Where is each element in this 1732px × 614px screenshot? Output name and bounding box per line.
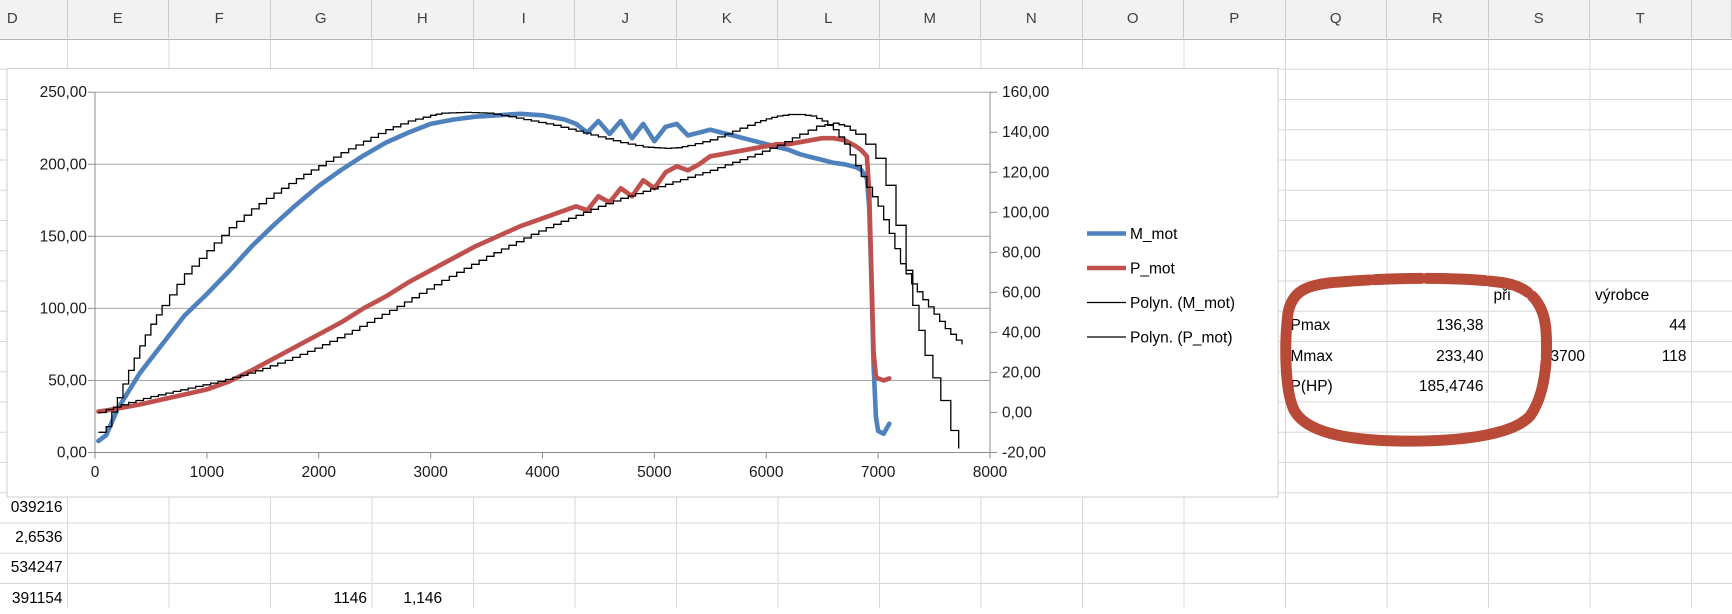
column-header-H[interactable]: H — [372, 0, 474, 38]
cell-D-r15[interactable]: 039216 — [0, 493, 68, 523]
column-header-partial-end[interactable] — [1692, 0, 1732, 38]
column-header-Q[interactable]: Q — [1286, 0, 1388, 38]
cell-Q-r9[interactable]: Pmax — [1286, 311, 1388, 341]
cell-Q-r10[interactable]: Mmax — [1286, 342, 1388, 372]
cell-T-r10[interactable]: 118 — [1590, 342, 1692, 372]
column-header-M[interactable]: M — [880, 0, 982, 38]
column-header-F[interactable]: F — [169, 0, 271, 38]
column-header-K[interactable]: K — [677, 0, 779, 38]
column-header-S[interactable]: S — [1489, 0, 1591, 38]
column-header-R[interactable]: R — [1387, 0, 1489, 38]
cell-T-r9[interactable]: 44 — [1590, 311, 1692, 341]
cell-H-r18[interactable]: 1,146 — [372, 584, 474, 614]
column-header-T[interactable]: T — [1590, 0, 1692, 38]
column-header-I[interactable]: I — [474, 0, 576, 38]
column-header-L[interactable]: L — [778, 0, 880, 38]
column-header-O[interactable]: O — [1083, 0, 1185, 38]
cell-R-r11[interactable]: 185,4746 — [1387, 372, 1489, 402]
column-header-J[interactable]: J — [575, 0, 677, 38]
column-header-G[interactable]: G — [271, 0, 373, 38]
cell-R-r9[interactable]: 136,38 — [1387, 311, 1489, 341]
column-header-N[interactable]: N — [981, 0, 1083, 38]
chart-object[interactable] — [7, 69, 1278, 498]
cell-S-r10[interactable]: 3700 — [1489, 342, 1591, 372]
cell-G-r18[interactable]: 1146 — [271, 584, 373, 614]
column-header-E[interactable]: E — [68, 0, 170, 38]
cell-R-r10[interactable]: 233,40 — [1387, 342, 1489, 372]
cell-D-r17[interactable]: 534247 — [0, 553, 68, 583]
cell-S-r8[interactable]: při — [1489, 281, 1591, 311]
cell-D-r18[interactable]: 391154 — [0, 584, 68, 614]
cell-D-r16[interactable]: 2,6536 — [0, 523, 68, 553]
cell-Q-r11[interactable]: P(HP) — [1286, 372, 1388, 402]
column-header-P[interactable]: P — [1184, 0, 1286, 38]
cell-T-r8[interactable]: výrobce — [1590, 281, 1692, 311]
column-header-D[interactable]: D — [0, 0, 68, 38]
